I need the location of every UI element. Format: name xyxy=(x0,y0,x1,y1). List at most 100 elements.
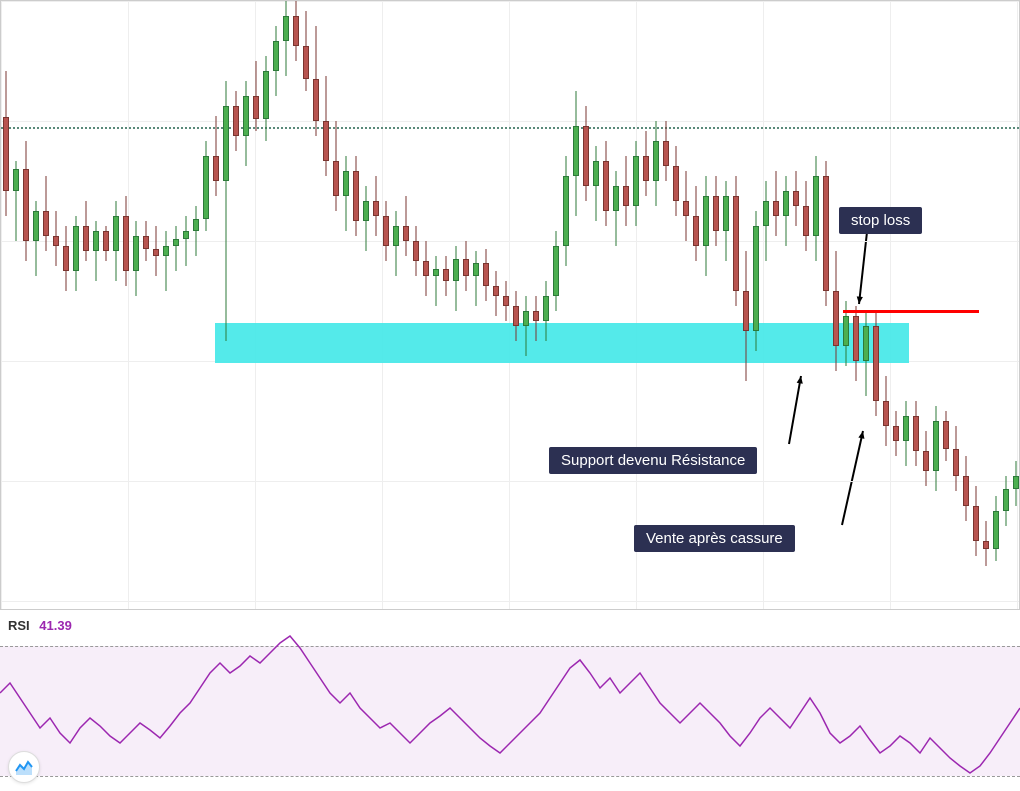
support-resistance-zone[interactable] xyxy=(215,323,909,363)
candle[interactable] xyxy=(583,106,589,201)
candle[interactable] xyxy=(233,91,239,151)
candle[interactable] xyxy=(263,56,269,141)
candle[interactable] xyxy=(413,226,419,276)
candle[interactable] xyxy=(203,141,209,231)
candle[interactable] xyxy=(143,221,149,261)
candle[interactable] xyxy=(153,226,159,276)
candle[interactable] xyxy=(593,146,599,221)
candle[interactable] xyxy=(703,176,709,276)
candle[interactable] xyxy=(533,296,539,341)
rsi-indicator-panel[interactable]: RSI 41.39 xyxy=(0,618,1020,788)
candle[interactable] xyxy=(283,1,289,76)
candle[interactable] xyxy=(773,171,779,236)
candle[interactable] xyxy=(123,196,129,286)
candle[interactable] xyxy=(543,281,549,341)
candle[interactable] xyxy=(1013,461,1019,506)
candle[interactable] xyxy=(293,1,299,61)
candle[interactable] xyxy=(253,61,259,131)
candle[interactable] xyxy=(23,141,29,261)
candle[interactable] xyxy=(483,249,489,301)
candle[interactable] xyxy=(443,256,449,296)
candle[interactable] xyxy=(903,401,909,466)
candle[interactable] xyxy=(223,81,229,341)
candle[interactable] xyxy=(883,376,889,446)
candle[interactable] xyxy=(633,141,639,226)
candle[interactable] xyxy=(813,156,819,261)
candle[interactable] xyxy=(713,176,719,246)
candlestick-chart[interactable]: stop loss Support devenu Résistance Vente … xyxy=(0,0,1020,610)
candle[interactable] xyxy=(73,216,79,291)
candle[interactable] xyxy=(393,211,399,276)
candle[interactable] xyxy=(923,431,929,486)
platform-logo-badge[interactable] xyxy=(8,751,40,783)
candle[interactable] xyxy=(833,251,839,371)
candle[interactable] xyxy=(803,181,809,251)
annotation-vente_cassure[interactable]: Vente après cassure xyxy=(634,525,795,552)
annotation-support_resistance[interactable]: Support devenu Résistance xyxy=(549,447,757,474)
candle[interactable] xyxy=(653,121,659,206)
candle[interactable] xyxy=(43,176,49,251)
candle[interactable] xyxy=(983,521,989,566)
candle[interactable] xyxy=(323,76,329,176)
stop-loss-line[interactable] xyxy=(843,310,979,313)
candle[interactable] xyxy=(683,171,689,241)
candle[interactable] xyxy=(343,156,349,231)
candle[interactable] xyxy=(213,116,219,196)
candle[interactable] xyxy=(373,176,379,236)
candle[interactable] xyxy=(243,81,249,166)
candle[interactable] xyxy=(333,121,339,211)
candle[interactable] xyxy=(83,201,89,261)
candle[interactable] xyxy=(173,226,179,271)
candle[interactable] xyxy=(303,11,309,91)
candle[interactable] xyxy=(273,26,279,96)
candle[interactable] xyxy=(993,496,999,561)
candle[interactable] xyxy=(693,186,699,261)
candle[interactable] xyxy=(623,156,629,226)
candle[interactable] xyxy=(733,176,739,306)
candle[interactable] xyxy=(453,246,459,311)
candle[interactable] xyxy=(613,171,619,246)
candle[interactable] xyxy=(133,221,139,296)
candle[interactable] xyxy=(433,256,439,306)
candle[interactable] xyxy=(963,456,969,521)
candle[interactable] xyxy=(863,311,869,396)
candle[interactable] xyxy=(673,146,679,216)
candle[interactable] xyxy=(563,156,569,266)
candle[interactable] xyxy=(643,131,649,196)
candle[interactable] xyxy=(113,201,119,281)
candle[interactable] xyxy=(743,251,749,381)
candle[interactable] xyxy=(513,291,519,341)
candle[interactable] xyxy=(473,251,479,306)
candle[interactable] xyxy=(93,221,99,281)
candle[interactable] xyxy=(313,26,319,136)
candle[interactable] xyxy=(63,226,69,291)
candle[interactable] xyxy=(973,486,979,556)
candle[interactable] xyxy=(53,211,59,266)
candle[interactable] xyxy=(783,176,789,246)
candle[interactable] xyxy=(663,121,669,181)
candle[interactable] xyxy=(383,201,389,261)
candle[interactable] xyxy=(573,91,579,216)
candle[interactable] xyxy=(723,181,729,261)
candle[interactable] xyxy=(33,201,39,276)
candle[interactable] xyxy=(463,241,469,291)
candle[interactable] xyxy=(893,411,899,456)
annotation-stop_loss[interactable]: stop loss xyxy=(839,207,922,234)
candle[interactable] xyxy=(103,226,109,261)
candle[interactable] xyxy=(823,161,829,306)
candle[interactable] xyxy=(943,411,949,461)
candle[interactable] xyxy=(1003,476,1009,526)
candle[interactable] xyxy=(553,231,559,311)
candle[interactable] xyxy=(853,306,859,381)
candle[interactable] xyxy=(503,281,509,321)
candle[interactable] xyxy=(493,271,499,316)
candle[interactable] xyxy=(363,186,369,251)
candle[interactable] xyxy=(873,311,879,416)
candle[interactable] xyxy=(913,401,919,466)
candle[interactable] xyxy=(3,71,9,216)
candle[interactable] xyxy=(933,406,939,491)
candle[interactable] xyxy=(423,241,429,296)
candle[interactable] xyxy=(13,161,19,241)
candle[interactable] xyxy=(403,196,409,256)
candle[interactable] xyxy=(163,231,169,291)
